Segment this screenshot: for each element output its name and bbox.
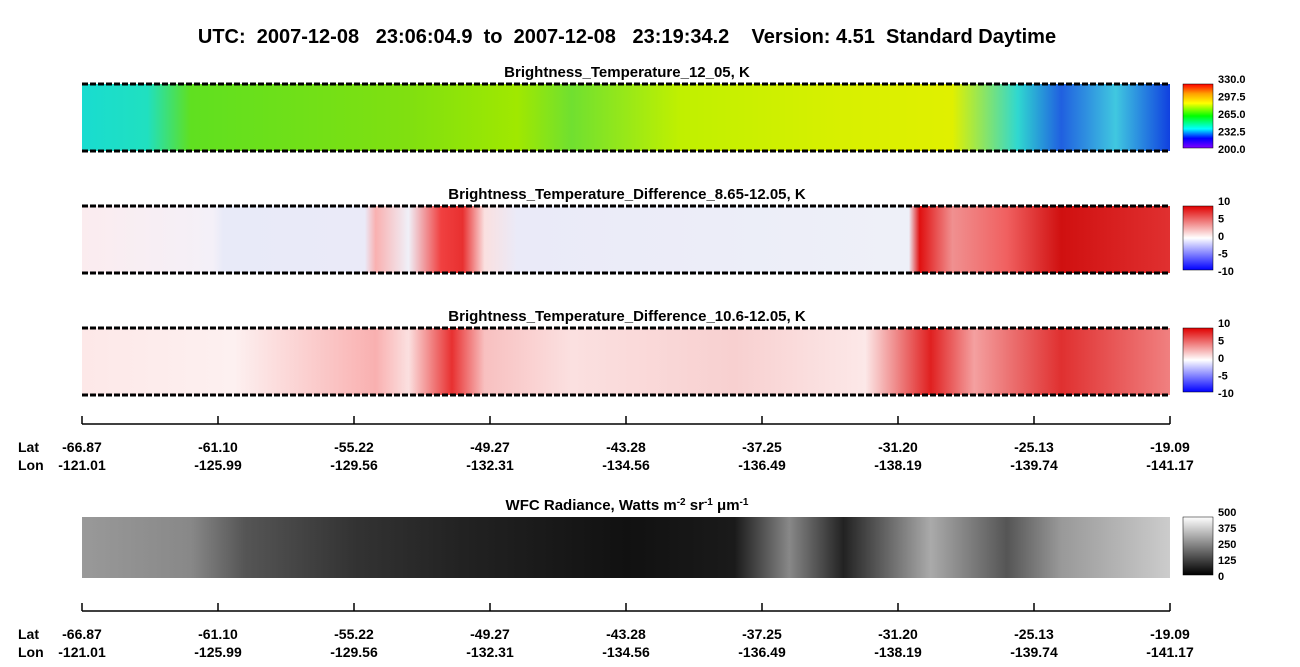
colorbar-label: 0 xyxy=(1218,571,1224,583)
title-part: sr xyxy=(686,497,705,514)
colorbar-label: 125 xyxy=(1218,555,1236,567)
lat-label: -37.25 xyxy=(742,439,782,455)
panel-title: WFC Radiance, Watts m-2 sr-1 μm-1 xyxy=(506,497,749,515)
colorbar-label: 330.0 xyxy=(1218,74,1246,86)
colorbar-label: 0 xyxy=(1218,353,1224,365)
colorbar-label: 297.5 xyxy=(1218,92,1246,104)
colorbar-label: -5 xyxy=(1218,371,1228,383)
lat-label: -61.10 xyxy=(198,626,238,642)
panel-image xyxy=(82,328,1170,395)
colorbar-label: 200.0 xyxy=(1218,144,1246,156)
panel-image xyxy=(82,206,1170,273)
lon-label: -141.17 xyxy=(1146,457,1194,473)
colorbar-label: 232.5 xyxy=(1218,127,1246,139)
colorbar-label: -10 xyxy=(1218,266,1234,278)
lat-label: -31.20 xyxy=(878,439,918,455)
colorbar-label: 10 xyxy=(1218,318,1230,330)
colorbar-label: 10 xyxy=(1218,196,1230,208)
lon-label: -132.31 xyxy=(466,457,514,473)
colorbar-label: 250 xyxy=(1218,539,1236,551)
lat-label: -37.25 xyxy=(742,626,782,642)
lat-label: -19.09 xyxy=(1150,439,1190,455)
lat-label: -66.87 xyxy=(62,439,102,455)
title: UTC: 2007-12-08 23:06:04.9 to 2007-12-08… xyxy=(198,26,1056,48)
lon-label: -129.56 xyxy=(330,457,378,473)
superscript: -1 xyxy=(740,497,749,508)
title-part: WFC Radiance, Watts m xyxy=(506,497,677,514)
colorbar xyxy=(1182,516,1214,576)
axis-row-label: Lon xyxy=(18,457,44,473)
colorbar-label: 5 xyxy=(1218,214,1224,226)
lon-label: -134.56 xyxy=(602,457,650,473)
lon-label: -138.19 xyxy=(874,457,922,473)
panel-title: Brightness_Temperature_Difference_8.65-1… xyxy=(448,186,806,203)
lon-label: -121.01 xyxy=(58,644,106,660)
lat-label: -19.09 xyxy=(1150,626,1190,642)
superscript: -2 xyxy=(677,497,686,508)
lat-label: -55.22 xyxy=(334,439,374,455)
axis-row-label: Lon xyxy=(18,644,44,660)
colorbar-label: -10 xyxy=(1218,388,1234,400)
lon-label: -134.56 xyxy=(602,644,650,660)
colorbar xyxy=(1182,83,1214,149)
lon-label: -138.19 xyxy=(874,644,922,660)
lat-label: -43.28 xyxy=(606,626,646,642)
lon-label: -125.99 xyxy=(194,457,242,473)
lat-label: -66.87 xyxy=(62,626,102,642)
lat-label: -25.13 xyxy=(1014,626,1054,642)
colorbar-label: 375 xyxy=(1218,523,1236,535)
lat-label: -49.27 xyxy=(470,439,510,455)
colorbar xyxy=(1182,205,1214,271)
colorbar-label: -5 xyxy=(1218,249,1228,261)
colorbar-label: 5 xyxy=(1218,336,1224,348)
lat-label: -25.13 xyxy=(1014,439,1054,455)
lon-label: -129.56 xyxy=(330,644,378,660)
colorbar-label: 0 xyxy=(1218,231,1224,243)
lat-label: -49.27 xyxy=(470,626,510,642)
colorbar xyxy=(1182,327,1214,393)
lon-label: -136.49 xyxy=(738,644,786,660)
lon-label: -132.31 xyxy=(466,644,514,660)
lat-label: -61.10 xyxy=(198,439,238,455)
lat-label: -31.20 xyxy=(878,626,918,642)
title-part: μm xyxy=(713,497,740,514)
axis-row-label: Lat xyxy=(18,439,39,455)
lon-label: -136.49 xyxy=(738,457,786,473)
colorbar-label: 500 xyxy=(1218,507,1236,519)
lon-label: -125.99 xyxy=(194,644,242,660)
lon-label: -139.74 xyxy=(1010,644,1058,660)
panel-image xyxy=(82,84,1170,151)
lon-label: -121.01 xyxy=(58,457,106,473)
panel-image xyxy=(82,517,1170,578)
panel-title: Brightness_Temperature_Difference_10.6-1… xyxy=(448,308,806,325)
lon-label: -139.74 xyxy=(1010,457,1058,473)
lat-label: -43.28 xyxy=(606,439,646,455)
panel-title: Brightness_Temperature_12_05, K xyxy=(504,64,750,81)
lat-label: -55.22 xyxy=(334,626,374,642)
axis-row-label: Lat xyxy=(18,626,39,642)
lon-label: -141.17 xyxy=(1146,644,1194,660)
colorbar-label: 265.0 xyxy=(1218,109,1246,121)
superscript: -1 xyxy=(704,497,713,508)
